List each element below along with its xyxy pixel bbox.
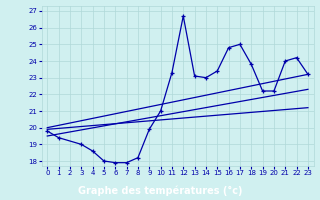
Text: Graphe des températures (°c): Graphe des températures (°c) — [78, 186, 242, 196]
